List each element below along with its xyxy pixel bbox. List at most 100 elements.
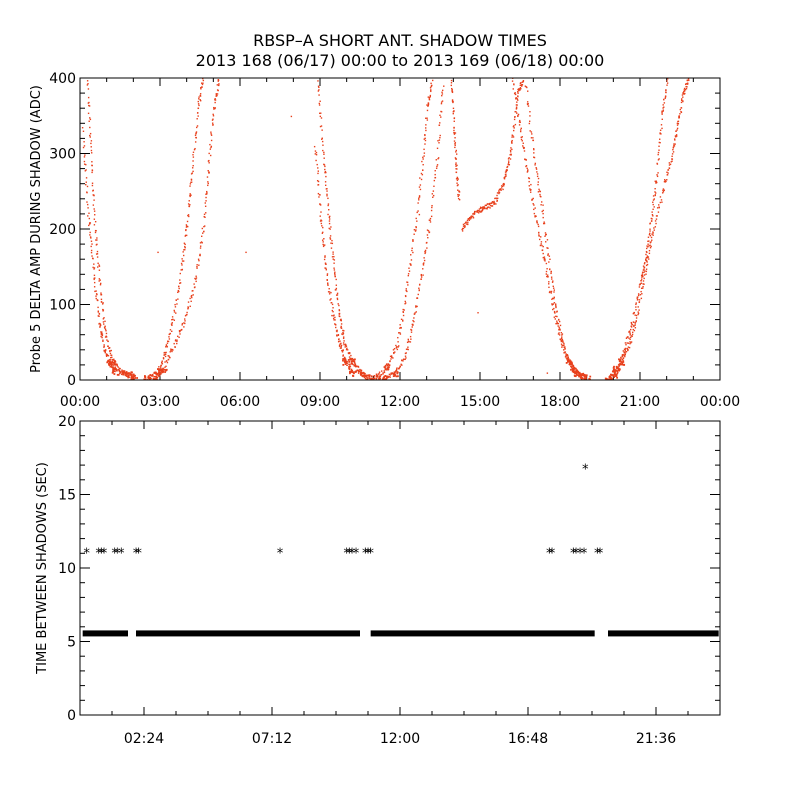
top-data-point <box>98 278 101 280</box>
top-data-point <box>382 373 384 375</box>
top-data-point <box>203 215 205 218</box>
top-data-point <box>682 92 684 94</box>
top-data-point <box>533 208 535 211</box>
top-data-point <box>190 300 192 303</box>
top-data-point <box>378 376 381 378</box>
top-data-point <box>651 233 653 235</box>
top-data-point <box>184 315 187 317</box>
top-data-point <box>658 149 660 151</box>
top-data-point <box>321 129 323 131</box>
top-data-point <box>458 191 461 193</box>
top-data-point <box>195 132 197 134</box>
top-data-point <box>517 99 519 101</box>
top-data-point <box>556 321 558 324</box>
top-data-point <box>100 298 103 301</box>
top-data-point <box>464 226 466 228</box>
top-data-point <box>642 269 645 271</box>
top-data-point <box>513 125 515 127</box>
top-data-point <box>662 110 664 112</box>
top-data-point <box>336 298 339 301</box>
top-data-point <box>343 340 345 342</box>
top-data-point <box>124 372 127 374</box>
top-data-point <box>209 154 212 157</box>
top-data-point <box>672 148 674 151</box>
top-data-point <box>531 133 533 135</box>
top-data-point <box>408 267 410 269</box>
top-data-point <box>191 172 194 174</box>
top-data-point <box>104 327 106 329</box>
top-data-point <box>363 374 366 377</box>
top-data-point <box>565 353 567 355</box>
top-data-point <box>345 361 347 364</box>
top-data-point <box>393 351 395 354</box>
top-data-point <box>342 336 345 338</box>
top-data-point <box>330 226 332 228</box>
top-data-point <box>176 342 178 345</box>
top-data-point <box>124 374 127 377</box>
top-data-point <box>515 98 517 100</box>
top-data-point <box>88 212 90 214</box>
top-data-point <box>568 359 570 362</box>
top-data-point <box>337 334 340 337</box>
top-data-point <box>422 169 424 171</box>
top-data-point <box>547 276 549 278</box>
top-data-point <box>187 301 190 303</box>
top-data-point <box>112 364 114 366</box>
top-data-point <box>333 255 335 258</box>
top-data-point <box>344 346 346 348</box>
top-data-point <box>538 190 541 192</box>
top-data-point <box>573 366 575 369</box>
top-data-point <box>503 183 505 186</box>
top-data-point <box>180 269 182 271</box>
top-data-point <box>418 197 420 199</box>
top-data-point <box>343 330 345 332</box>
top-data-point <box>623 354 625 356</box>
top-data-point <box>345 348 348 351</box>
top-data-point <box>513 118 516 121</box>
top-data-point <box>356 365 358 368</box>
top-data-point <box>666 174 668 176</box>
top-data-point <box>512 134 514 137</box>
top-data-point <box>683 90 686 92</box>
top-data-point <box>415 226 417 228</box>
top-data-point <box>346 362 348 364</box>
top-data-point <box>457 197 460 200</box>
top-data-point <box>379 377 382 380</box>
top-data-point <box>88 105 91 107</box>
top-data-point <box>418 199 420 201</box>
top-data-point <box>619 368 621 370</box>
top-data-point <box>452 112 454 115</box>
top-data-point <box>95 244 98 246</box>
top-data-point <box>117 373 120 376</box>
top-data-point <box>528 185 530 187</box>
top-data-point <box>398 368 400 370</box>
top-data-point <box>399 327 401 329</box>
top-data-point <box>217 89 219 92</box>
top-data-point <box>388 373 391 376</box>
top-data-point <box>665 91 667 94</box>
top-data-point <box>657 153 659 156</box>
top-data-point <box>457 195 459 198</box>
top-data-point <box>204 205 207 207</box>
top-data-point <box>496 194 498 197</box>
top-data-point <box>556 315 558 318</box>
top-data-point <box>90 240 93 242</box>
top-data-point <box>660 199 663 201</box>
top-data-point <box>416 305 418 308</box>
top-data-point <box>629 341 631 343</box>
top-data-point <box>561 344 563 347</box>
top-data-point <box>210 139 213 142</box>
top-data-point <box>686 86 688 88</box>
top-data-point <box>522 145 524 147</box>
top-data-point <box>430 89 432 91</box>
top-data-point <box>195 137 198 139</box>
top-data-point <box>334 323 336 325</box>
top-data-point <box>91 171 93 174</box>
top-data-point <box>662 189 664 192</box>
top-data-point <box>542 222 545 225</box>
top-data-point <box>92 266 94 269</box>
top-data-point <box>579 374 582 377</box>
top-data-point <box>453 129 455 132</box>
top-data-point <box>176 335 179 338</box>
top-data-point <box>167 355 169 357</box>
